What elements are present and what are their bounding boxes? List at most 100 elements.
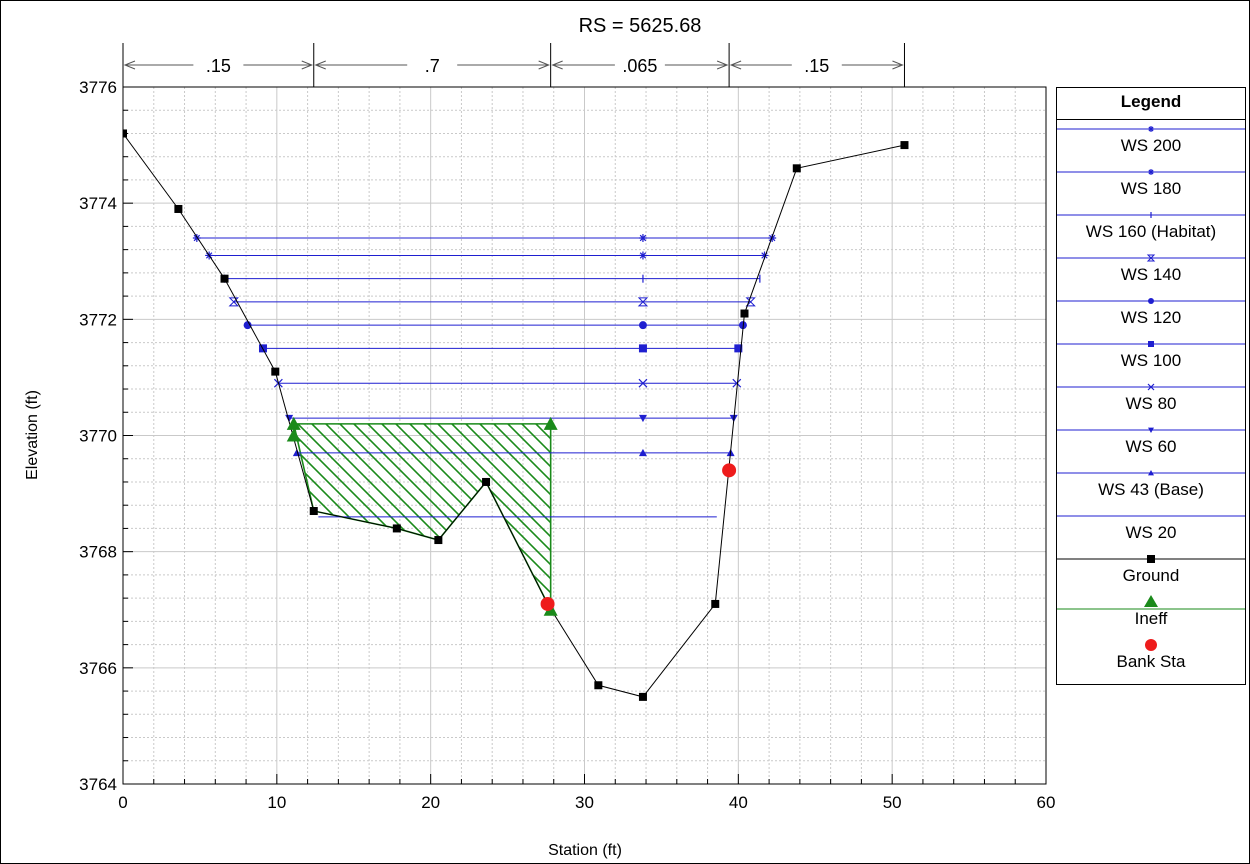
legend-swatch (1057, 254, 1245, 262)
axes: 0 10 20 30 40 50 60 3764 3766 3768 3770 3772 3774 377… (79, 78, 1055, 812)
y-tick-label: 3770 (79, 427, 117, 446)
legend-item: WS 180 (1057, 164, 1245, 207)
legend-label: WS 43 (Base) (1098, 480, 1204, 499)
legend-swatch (1057, 555, 1245, 563)
legend-swatch (1145, 639, 1157, 651)
ground-point (123, 129, 127, 138)
manning-n-label: .15 (804, 56, 829, 76)
legend-item: Bank Sta (1057, 637, 1245, 680)
y-tick-label: 3774 (79, 194, 117, 213)
x-tick-label: 20 (421, 793, 440, 812)
marker-circle (638, 321, 647, 330)
manning-arrow-head-right (892, 60, 904, 70)
marker-star (638, 234, 647, 243)
legend-marker (1145, 639, 1157, 651)
legend-item: WS 200 (1057, 121, 1245, 164)
x-tick-label: 50 (883, 793, 902, 812)
ground-line (123, 133, 905, 698)
manning-arrow-head-left (729, 60, 742, 70)
series-group (123, 129, 909, 701)
legend-label: WS 60 (1125, 437, 1177, 456)
ground-point (711, 599, 720, 608)
manning-arrow-head-left (551, 60, 563, 70)
legend-swatch (1057, 383, 1245, 391)
marker-hourglass (745, 297, 756, 307)
marker-triangle-up (292, 448, 301, 457)
y-tick-label: 3764 (79, 775, 117, 794)
legend-swatch (1057, 595, 1245, 610)
legend-swatch (1057, 470, 1245, 476)
legend-swatch (1057, 212, 1245, 218)
legend-item: WS 43 (Base) (1057, 465, 1245, 508)
legend-label: Bank Sta (1116, 652, 1186, 671)
ground-point (792, 164, 801, 173)
manning-arrow-head-left (314, 60, 326, 70)
grid-lines (123, 87, 1046, 784)
marker-star (1148, 169, 1154, 175)
ground-point (638, 692, 647, 701)
legend-separator (1057, 119, 1245, 120)
y-axis-label: Elevation (ft) (24, 390, 41, 480)
ground-point (434, 536, 443, 545)
ground-point (900, 141, 909, 150)
legend-item: WS 160 (Habitat) (1057, 207, 1245, 250)
ground-point (392, 524, 401, 533)
marker-triangle-up (1148, 470, 1154, 476)
marker-star (192, 234, 201, 243)
marker-triangle-down (1148, 427, 1154, 433)
legend-label: WS 100 (1120, 351, 1182, 370)
x-tick-label: 30 (575, 793, 594, 812)
manning-arrow-head-left (123, 60, 136, 70)
legend-label: WS 180 (1120, 179, 1182, 198)
manning-n-label: .7 (425, 56, 440, 76)
legend-label: WS 120 (1120, 308, 1182, 327)
manning-arrow-head-right (716, 60, 729, 70)
legend-swatch (1057, 126, 1245, 132)
marker-hourglass (1146, 254, 1156, 262)
legend-swatch (1057, 515, 1245, 517)
legend-label: Ineff (1134, 609, 1168, 628)
legend-item: WS 60 (1057, 422, 1245, 465)
x-axis-label: Station (ft) (548, 842, 622, 859)
marker-x (732, 378, 742, 388)
marker-circle (243, 321, 252, 330)
legend-item: Ineff (1057, 594, 1245, 637)
ground-point (740, 309, 749, 318)
legend-swatch (1057, 341, 1245, 347)
marker-star (1148, 126, 1154, 132)
legend-swatch (1057, 298, 1245, 304)
marker-square (734, 344, 743, 353)
legend-label: WS 140 (1120, 265, 1182, 284)
legend-item: WS 80 (1057, 379, 1245, 422)
marker-circle (1148, 298, 1154, 304)
y-tick-label: 3776 (79, 78, 117, 97)
marker-square (1148, 341, 1154, 347)
marker-triangle-down (285, 414, 294, 423)
legend: Legend WS 200 WS 180 WS 160 (Habitat) WS 14… (1056, 87, 1246, 685)
x-tick-label: 10 (267, 793, 286, 812)
bank-station-marker (540, 596, 555, 611)
legend-item: WS 20 (1057, 508, 1245, 551)
legend-label: WS 20 (1125, 523, 1177, 542)
manning-n-annotations: .15 .7 .065 .15 (122, 43, 905, 87)
marker-square (638, 344, 647, 353)
bank-station-marker (722, 463, 737, 478)
legend-marker (1144, 595, 1158, 607)
marker-x (638, 378, 648, 388)
legend-swatch (1057, 427, 1245, 433)
legend-swatch (1057, 169, 1245, 175)
y-tick-label: 3768 (79, 543, 117, 562)
legend-label: WS 160 (Habitat) (1085, 222, 1217, 241)
legend-item: WS 120 (1057, 293, 1245, 336)
legend-item: WS 100 (1057, 336, 1245, 379)
ground-point (174, 204, 183, 213)
marker-hourglass (637, 297, 649, 307)
marker-star (760, 251, 769, 260)
legend-item: Ground (1057, 551, 1245, 594)
legend-label: WS 200 (1120, 136, 1182, 155)
ground-point (309, 507, 318, 516)
manning-arrow-head-right (301, 60, 314, 70)
marker-star (638, 251, 647, 260)
x-tick-label: 60 (1037, 793, 1056, 812)
